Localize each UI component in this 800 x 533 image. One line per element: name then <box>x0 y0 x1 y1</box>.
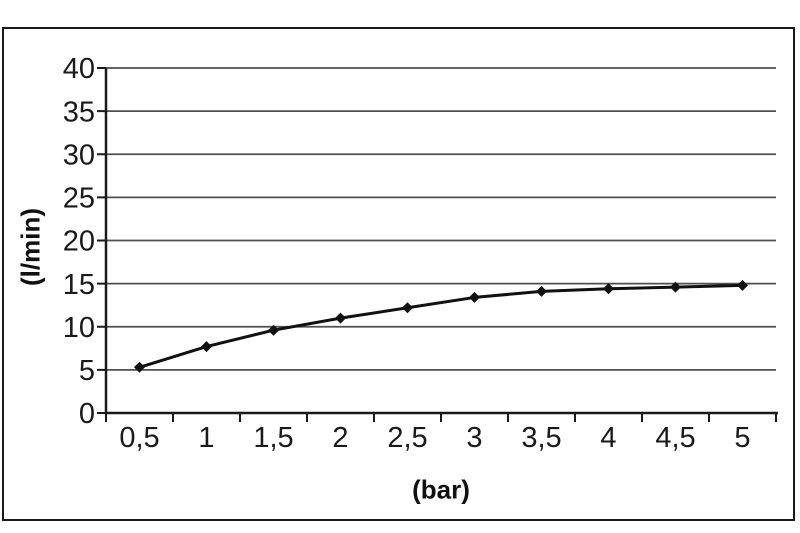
y-tick-label: 35 <box>63 96 95 128</box>
data-point-marker <box>134 361 145 373</box>
data-point-marker <box>268 324 279 336</box>
y-tick-label: 30 <box>63 139 95 171</box>
data-point-marker <box>536 285 547 297</box>
x-tick-label: 2,5 <box>387 422 427 454</box>
x-tick-label: 1 <box>198 422 214 454</box>
chart-frame <box>2 27 795 521</box>
y-tick-label: 10 <box>63 312 95 344</box>
y-tick-label: 0 <box>79 398 95 430</box>
x-tick-label: 1,5 <box>253 422 293 454</box>
y-tick-label: 20 <box>63 226 95 258</box>
x-tick-label: 5 <box>734 422 750 454</box>
data-point-marker <box>603 283 614 295</box>
data-point-marker <box>469 291 480 303</box>
data-point-marker <box>737 279 748 291</box>
data-point-marker <box>402 302 413 314</box>
y-tick-label: 15 <box>63 269 95 301</box>
data-point-marker <box>670 281 681 293</box>
x-tick-label: 4 <box>600 422 616 454</box>
y-tick-label: 5 <box>79 355 95 387</box>
x-tick-label: 3,5 <box>521 422 561 454</box>
x-tick-label: 3 <box>466 422 482 454</box>
x-tick-label: 4,5 <box>655 422 695 454</box>
x-axis-title: (bar) <box>412 474 470 505</box>
y-tick-label: 40 <box>63 53 95 85</box>
y-axis-title: (l/min) <box>15 208 46 286</box>
data-point-marker <box>201 341 212 353</box>
x-tick-label: 0,5 <box>119 422 159 454</box>
series-line <box>139 283 743 369</box>
y-tick-label: 25 <box>63 183 95 215</box>
x-tick-label: 2 <box>332 422 348 454</box>
data-point-marker <box>335 312 346 324</box>
